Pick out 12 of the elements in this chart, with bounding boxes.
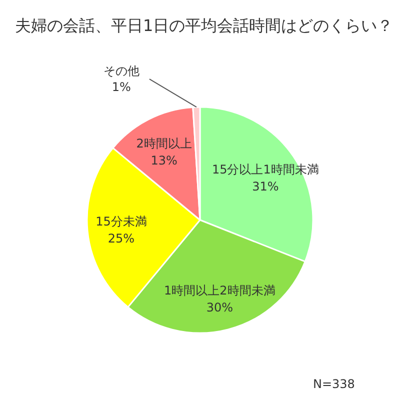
slice-label: 15分未満 xyxy=(96,214,147,228)
slice-label: 2時間以上 xyxy=(136,136,192,151)
slice-label: 15分以上1時間未満 xyxy=(212,162,319,177)
data-label: 1% xyxy=(112,80,131,94)
slice-label: 1時間以上2時間未満 xyxy=(164,284,276,298)
data-label: 31% xyxy=(252,180,279,194)
chart-title: 夫婦の会話、平日1日の平均会話時間はどのくらい？ xyxy=(15,16,394,35)
data-label: 13% xyxy=(150,154,178,168)
slice-label: その他 xyxy=(103,64,140,78)
data-label: 30% xyxy=(206,300,234,315)
text: N=338 xyxy=(313,377,355,391)
data-label: 25% xyxy=(108,231,135,246)
